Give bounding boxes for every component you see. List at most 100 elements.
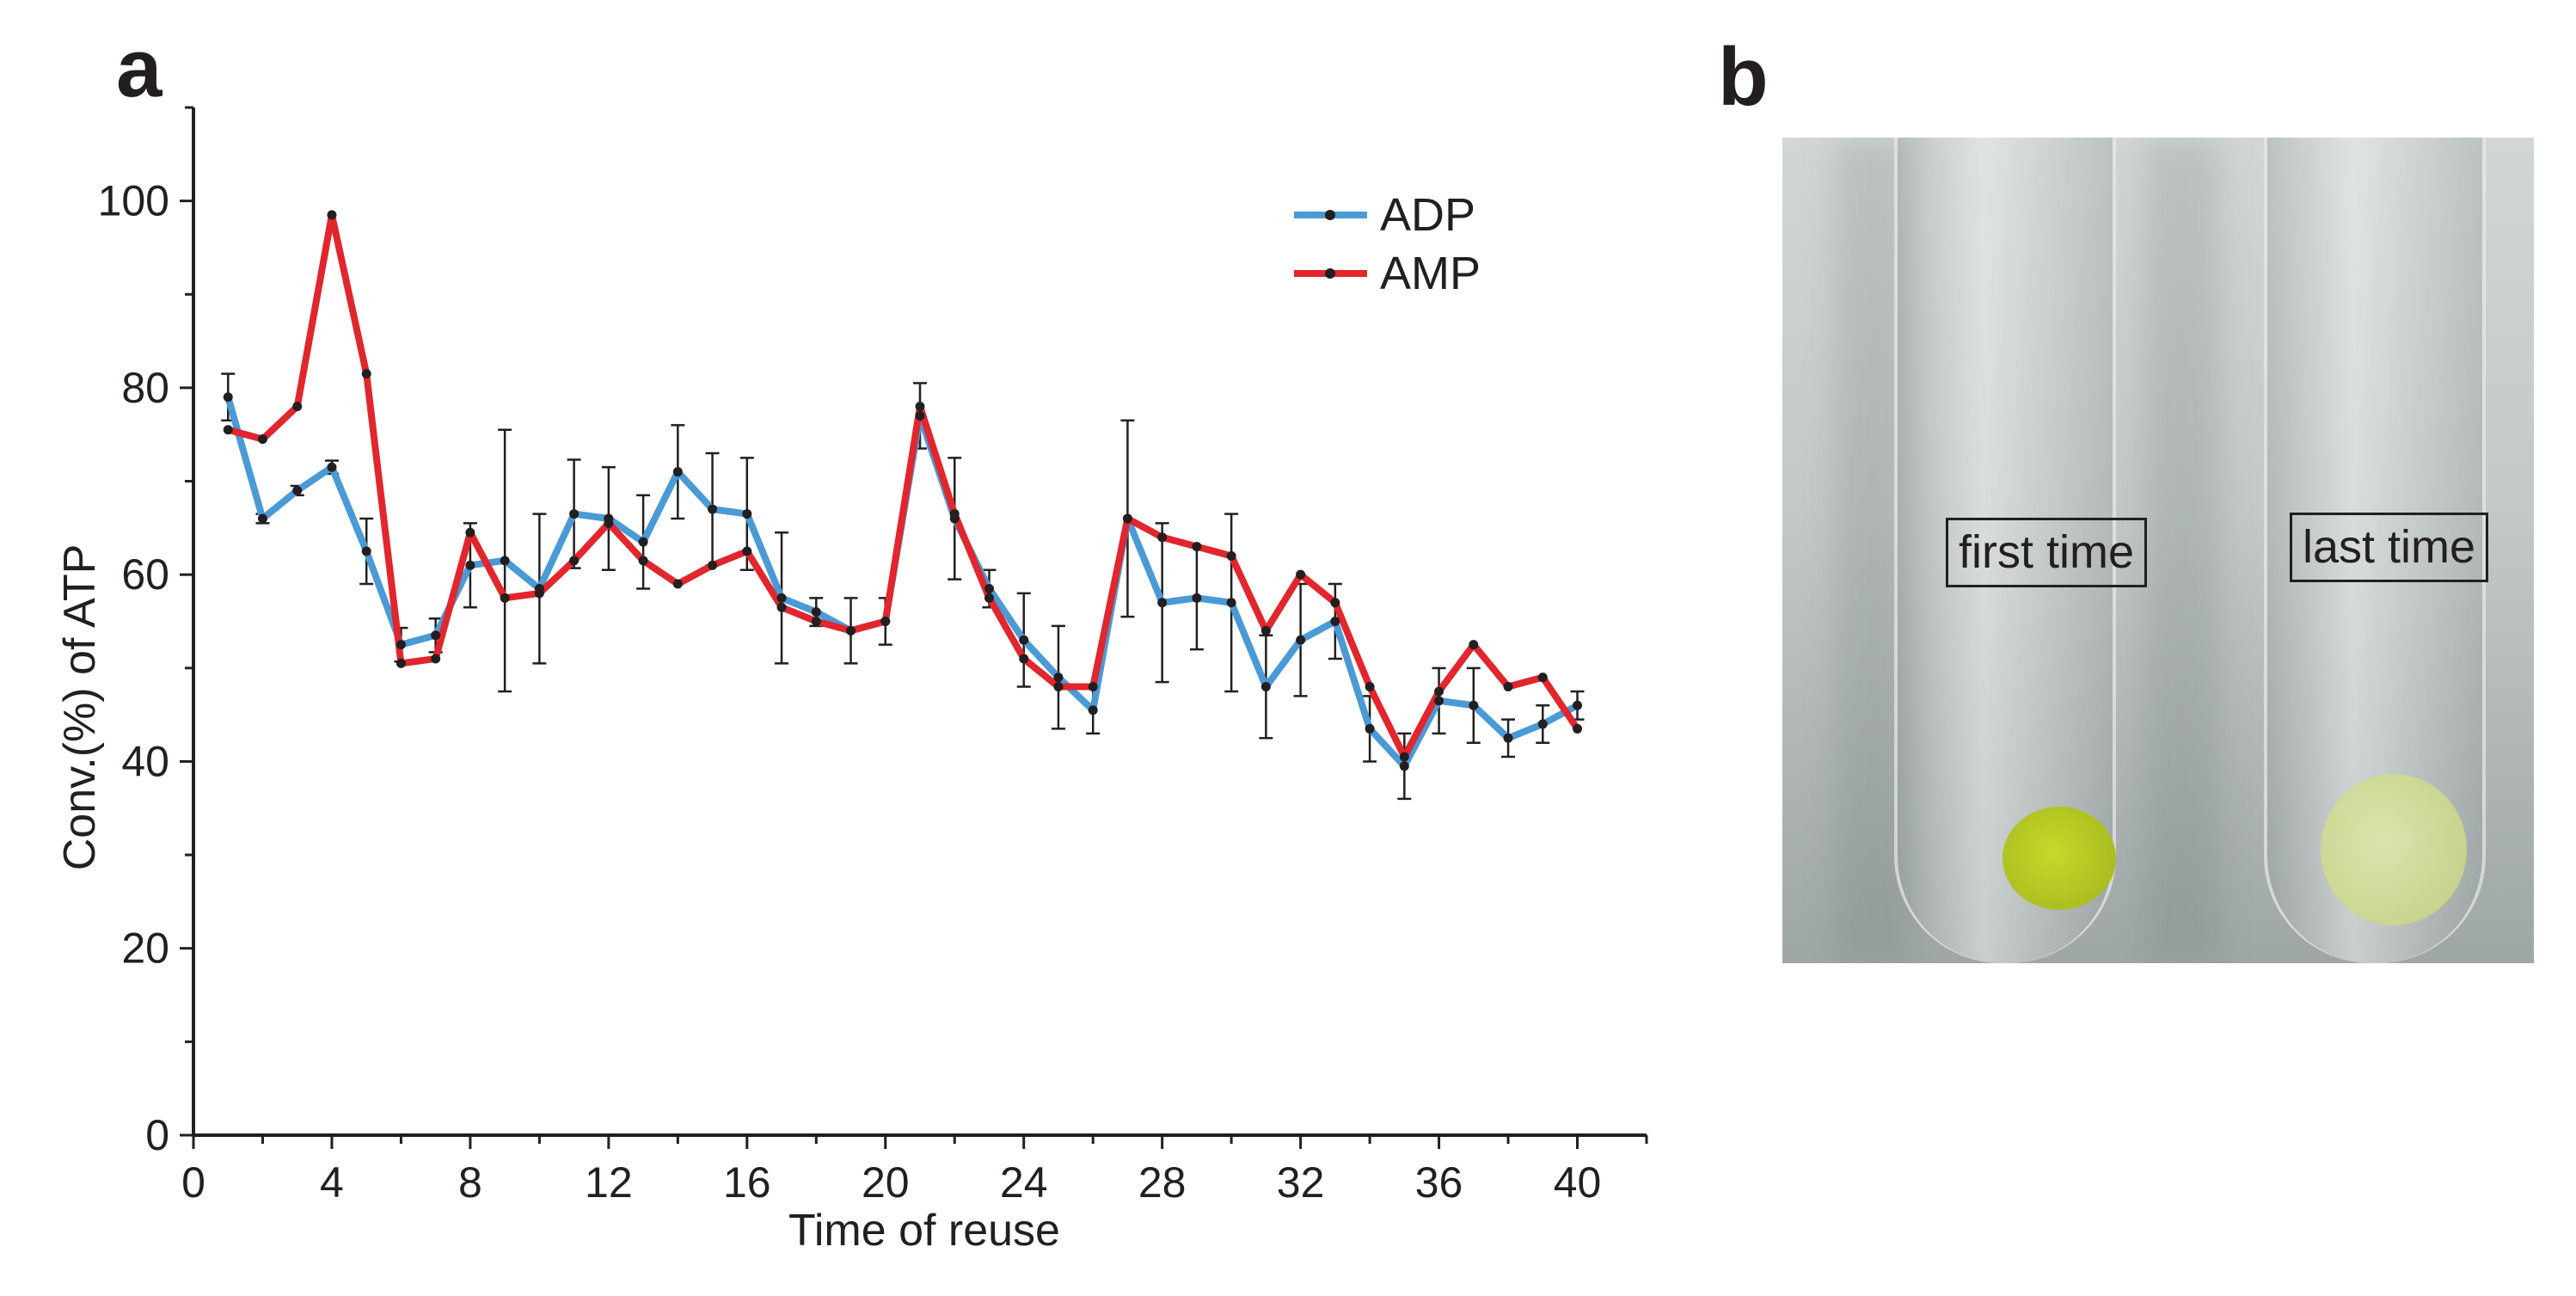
y-tick-label: 40 [121,737,169,785]
pellet-first [2003,807,2116,910]
data-point-amp [672,579,683,589]
series-lines [224,211,1580,770]
data-point-amp [984,593,994,603]
x-tick-label: 12 [585,1158,633,1207]
data-point-adp [1260,682,1271,692]
y-tick-label: 20 [121,924,169,973]
series-line-amp [227,211,1580,761]
data-point-adp [1019,635,1029,645]
data-point-adp [1330,617,1340,626]
data-point-amp [292,402,303,412]
data-point-amp [742,546,752,556]
tube-photo: first time last time [1782,138,2534,963]
data-point-amp [776,602,787,612]
axes: 0 4 8 12 16 20 24 28 32 36 40 0 20 40 60 80 100 Time of r… [55,106,1648,1256]
data-point-adp [396,640,406,650]
legend-marker-adp [1325,210,1335,220]
data-point-adp [708,504,718,514]
data-point-adp [1226,598,1236,608]
data-point-amp [1537,673,1548,683]
panel-a-label: a [116,22,163,114]
data-point-adp [327,462,337,472]
data-point-amp [223,425,233,435]
legend: ADP AMP [1294,189,1481,299]
data-point-adp [1399,761,1409,771]
data-point-adp [915,411,925,421]
data-point-amp [1469,640,1479,650]
data-point-amp [396,658,406,668]
data-point-adp [984,583,994,593]
data-point-amp [638,556,648,566]
x-tick-label: 16 [723,1158,771,1207]
data-point-adp [1537,719,1548,729]
data-point-adp [465,560,475,570]
data-point-amp [1053,682,1064,692]
legend-marker-amp [1325,268,1335,279]
data-point-amp [949,509,960,519]
x-tick-label: 20 [862,1158,910,1207]
data-point-amp [1296,569,1306,580]
data-point-adp [1157,598,1168,608]
data-point-adp [257,513,267,524]
data-point-adp [1296,635,1306,645]
y-axis-title: Conv.(%) of ATP [55,544,105,871]
data-point-amp [1573,723,1583,734]
data-point-adp [742,509,752,519]
x-tick-label: 24 [1000,1158,1048,1207]
data-point-amp [1192,542,1202,552]
data-point-adp [776,593,787,603]
x-tick-label: 32 [1277,1158,1325,1207]
data-point-amp [1019,654,1029,664]
data-point-amp [1434,686,1444,697]
data-point-amp [534,588,544,599]
legend-label-amp: AMP [1380,248,1481,299]
label-first-time: first time [1946,518,2148,588]
y-tick-label: 80 [121,364,169,412]
data-point-amp [604,518,614,528]
data-point-amp [257,434,267,445]
data-point-adp [500,556,510,566]
data-point-amp [465,527,475,537]
x-tick-label: 40 [1554,1158,1602,1207]
data-point-amp [846,625,856,636]
data-point-amp [708,560,718,570]
data-point-adp [811,607,821,617]
data-point-adp [1365,723,1375,734]
data-point-amp [361,369,371,379]
data-point-adp [361,546,371,556]
data-point-adp [638,537,648,547]
photo-shadow-mid [2144,138,2221,963]
data-point-amp [500,593,510,603]
data-point-amp [1503,682,1513,692]
x-tick-label: 0 [181,1158,205,1207]
pellet-last [2321,774,2467,925]
x-tick-label: 36 [1415,1158,1463,1207]
data-point-adp [1053,673,1064,683]
legend-label-adp: ADP [1380,189,1475,241]
data-point-amp [1122,513,1132,524]
data-point-amp [431,654,441,664]
data-point-amp [1399,752,1409,762]
data-point-amp [811,617,821,626]
data-point-amp [1088,682,1098,692]
data-point-amp [1157,532,1168,543]
panel-b-label: b [1718,31,1769,123]
data-point-adp [431,630,441,641]
series-line-adp [224,396,1579,770]
data-point-adp [292,485,303,495]
data-point-amp [1226,550,1236,561]
data-point-adp [1573,700,1583,710]
data-point-adp [672,467,683,477]
y-tick-label: 60 [121,550,169,599]
y-tick-label: 100 [98,177,169,225]
label-last-time: last time [2290,513,2489,583]
data-point-amp [569,556,580,566]
data-point-adp [1088,705,1098,716]
x-tick-label: 8 [458,1158,482,1207]
data-point-amp [1330,598,1340,608]
data-point-adp [569,509,580,519]
data-point-amp [327,210,337,220]
data-point-adp [1434,696,1444,706]
data-point-amp [880,617,891,626]
